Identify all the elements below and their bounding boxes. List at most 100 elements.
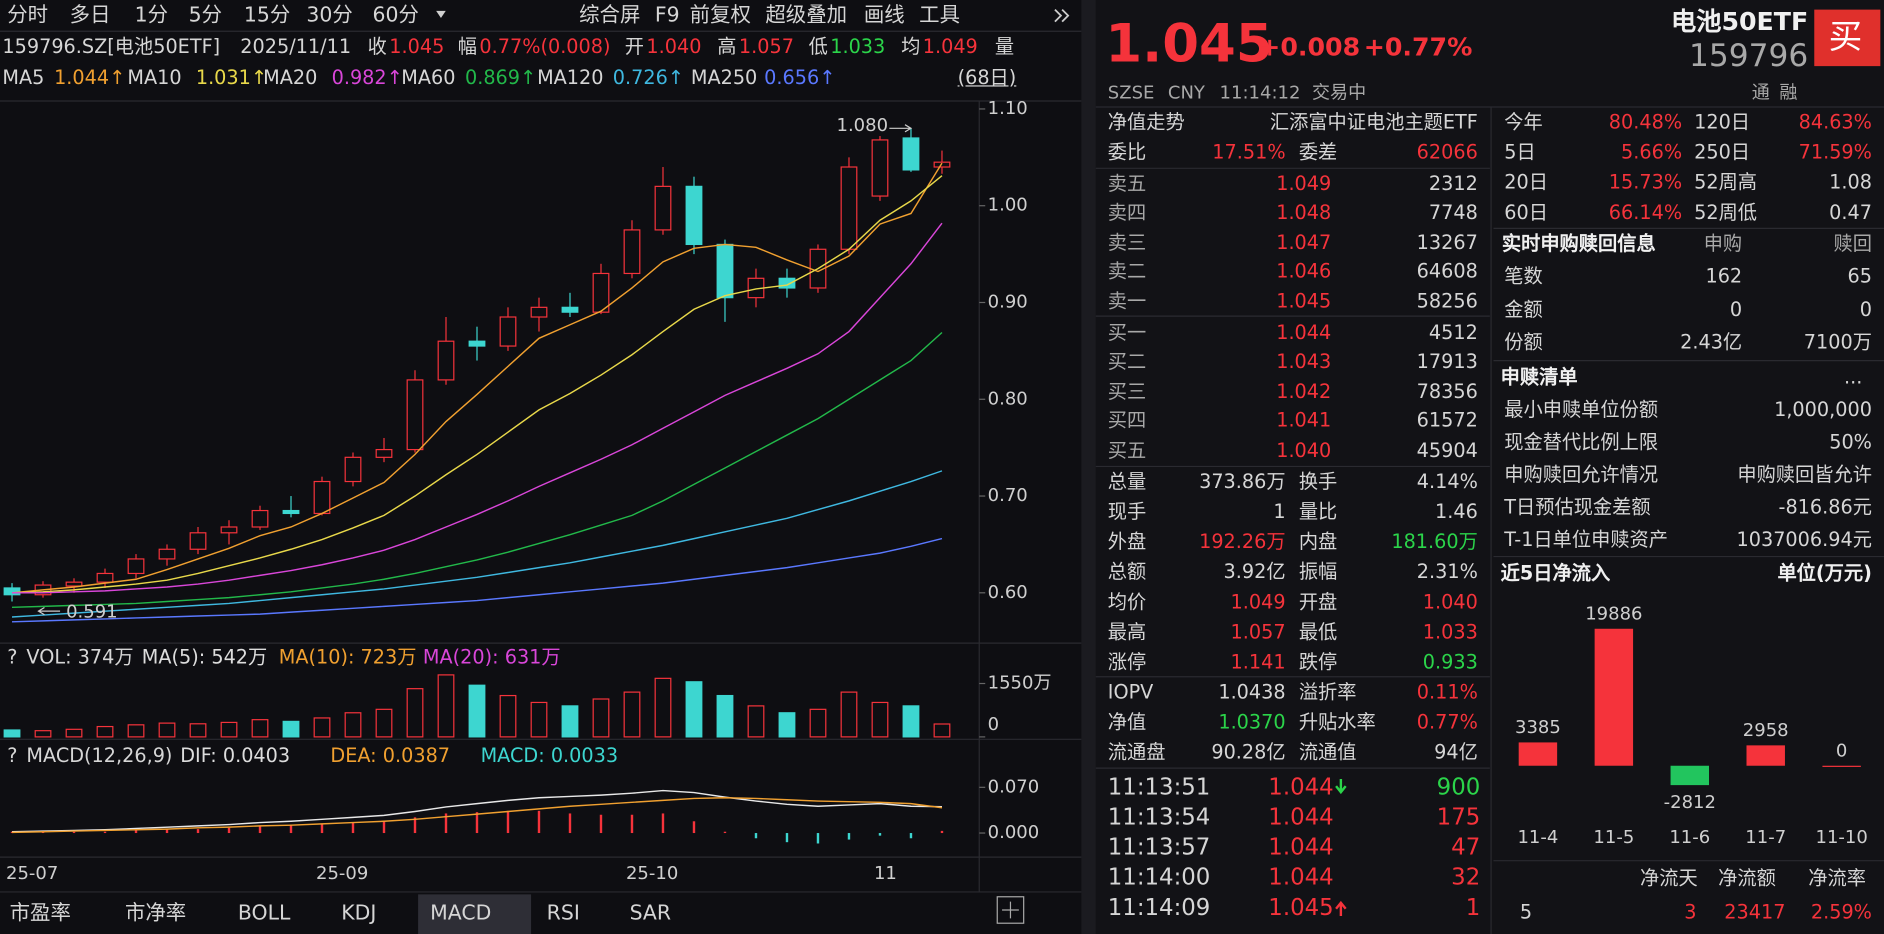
tick-volume: 47: [1451, 834, 1481, 861]
info-range: 0.77%(0.008): [479, 34, 611, 58]
collapse-icon[interactable]: [1054, 8, 1070, 23]
price: 1.045: [1105, 13, 1273, 75]
volume-bar: [313, 717, 331, 738]
selected-tab[interactable]: [418, 894, 532, 934]
level-label: 买五: [1107, 438, 1147, 462]
splitter: [1081, 0, 1096, 934]
volume-bar: [189, 723, 207, 738]
nav-label: 净值走势: [1107, 110, 1185, 134]
flow-bar: [1746, 745, 1785, 766]
flow-value: 3385: [1515, 717, 1561, 738]
level-volume: 17913: [1416, 350, 1478, 374]
separators: [0, 30, 1884, 934]
tool-button[interactable]: 前复权: [689, 3, 751, 28]
stat-value: 192.26万: [1199, 530, 1286, 553]
tick-price: 1.044: [1268, 834, 1334, 861]
tool-button[interactable]: 工具: [919, 3, 960, 28]
list-value: 50%: [1829, 430, 1872, 454]
indicator-tab[interactable]: BOLL: [237, 901, 291, 926]
stat-value: 1.46: [1435, 500, 1478, 523]
change-pct: +0.77%: [1363, 32, 1473, 62]
help-icon: ?: [7, 744, 18, 767]
level-label: 卖五: [1107, 171, 1147, 195]
ratio-value: 62066: [1416, 140, 1478, 164]
fund-code: 159796: [1688, 38, 1809, 75]
indicator-tab[interactable]: KDJ: [341, 901, 377, 926]
volume-bar: [127, 724, 145, 738]
level-volume: 4512: [1428, 320, 1478, 344]
dropdown-icon[interactable]: [436, 10, 446, 19]
flow-col-head: 净流率: [1808, 866, 1866, 890]
volume-bar: [871, 701, 889, 738]
volume-bar: [530, 701, 548, 738]
info-open: 1.040: [646, 34, 702, 58]
buy-button[interactable]: [1814, 9, 1881, 67]
flow-value: -2812: [1664, 792, 1716, 813]
return-label: 250日: [1694, 140, 1751, 164]
tool-button[interactable]: 画线: [863, 3, 905, 28]
buy-label[interactable]: 买: [1828, 16, 1863, 57]
flow-category: 11-4: [1517, 827, 1558, 848]
stat-label: 总量: [1107, 470, 1147, 493]
quote-status: 交易中: [1312, 81, 1367, 104]
level-label: 买三: [1107, 379, 1147, 403]
y-tick-label: 0.90: [988, 291, 1028, 312]
period-tab[interactable]: 分时: [7, 3, 49, 28]
nav-stat-label: 净值: [1107, 710, 1147, 734]
period-tab[interactable]: 30分: [306, 3, 353, 28]
list-label: 现金替代比例上限: [1504, 430, 1659, 454]
creation-value: 65: [1847, 264, 1872, 288]
up-arrow: [1335, 900, 1347, 917]
indicator-tab[interactable]: 市盈率: [9, 901, 71, 926]
x-tick-label: 25-09: [316, 863, 368, 884]
period-tab[interactable]: 多日: [69, 3, 111, 28]
y-tick-label: 0.60: [988, 582, 1028, 603]
indicator-tab[interactable]: SAR: [629, 901, 672, 926]
flow-bar: [1670, 765, 1710, 786]
vol-legend: MA(5): 542万: [141, 645, 268, 669]
level-price: 1.046: [1276, 259, 1332, 283]
volume-bar: [344, 712, 362, 738]
indicator-tab[interactable]: RSI: [546, 901, 580, 926]
tick-volume: 175: [1436, 804, 1481, 831]
period-tab[interactable]: 5分: [188, 3, 223, 28]
ma-name: MA20: [263, 66, 318, 89]
tick-time: 11:13:54: [1107, 804, 1211, 831]
tool-button[interactable]: F9: [654, 3, 680, 28]
candle-body: [530, 306, 548, 318]
ma-period: (68日): [957, 66, 1017, 89]
nav-stat-label: 溢折率: [1298, 680, 1357, 704]
candle-body: [406, 379, 424, 451]
y-tick-label: 0.070: [988, 776, 1040, 797]
level-price: 1.049: [1276, 171, 1332, 195]
return-label: 52周低: [1694, 200, 1758, 224]
tool-button[interactable]: 综合屏: [579, 3, 641, 28]
stat-value: 1.057: [1230, 620, 1286, 644]
period-tab[interactable]: 15分: [243, 3, 291, 28]
candle-body: [592, 272, 610, 313]
tool-button[interactable]: 超级叠加: [765, 3, 848, 28]
y-tick-label: 1.00: [988, 195, 1028, 216]
nav-stat-value: 90.28亿: [1211, 740, 1286, 764]
creation-label: 份额: [1504, 330, 1543, 354]
add-tab[interactable]: [996, 896, 1025, 924]
period-tab[interactable]: 60分: [372, 3, 419, 28]
level-price: 1.048: [1276, 201, 1332, 225]
return-label: 20日: [1504, 170, 1548, 194]
volume-bar: [406, 688, 424, 738]
ma-value: 0.869↑: [464, 66, 537, 89]
indicator-tab[interactable]: MACD: [430, 901, 492, 926]
list-value: 1037006.94元: [1736, 527, 1872, 551]
volume-bar: [809, 708, 827, 738]
volume-bar: [158, 722, 176, 738]
candle-body: [840, 166, 858, 250]
candle-body: [282, 509, 300, 515]
candle-body: [933, 161, 951, 168]
indicator-tab[interactable]: 市净率: [124, 901, 187, 926]
flow-rate: 2.59%: [1810, 900, 1872, 924]
period-tab[interactable]: 1分: [134, 3, 169, 28]
macd-legend: DEA: 0.0387: [330, 744, 451, 767]
stat-label: 最高: [1107, 620, 1147, 644]
candle-body: [344, 456, 362, 483]
